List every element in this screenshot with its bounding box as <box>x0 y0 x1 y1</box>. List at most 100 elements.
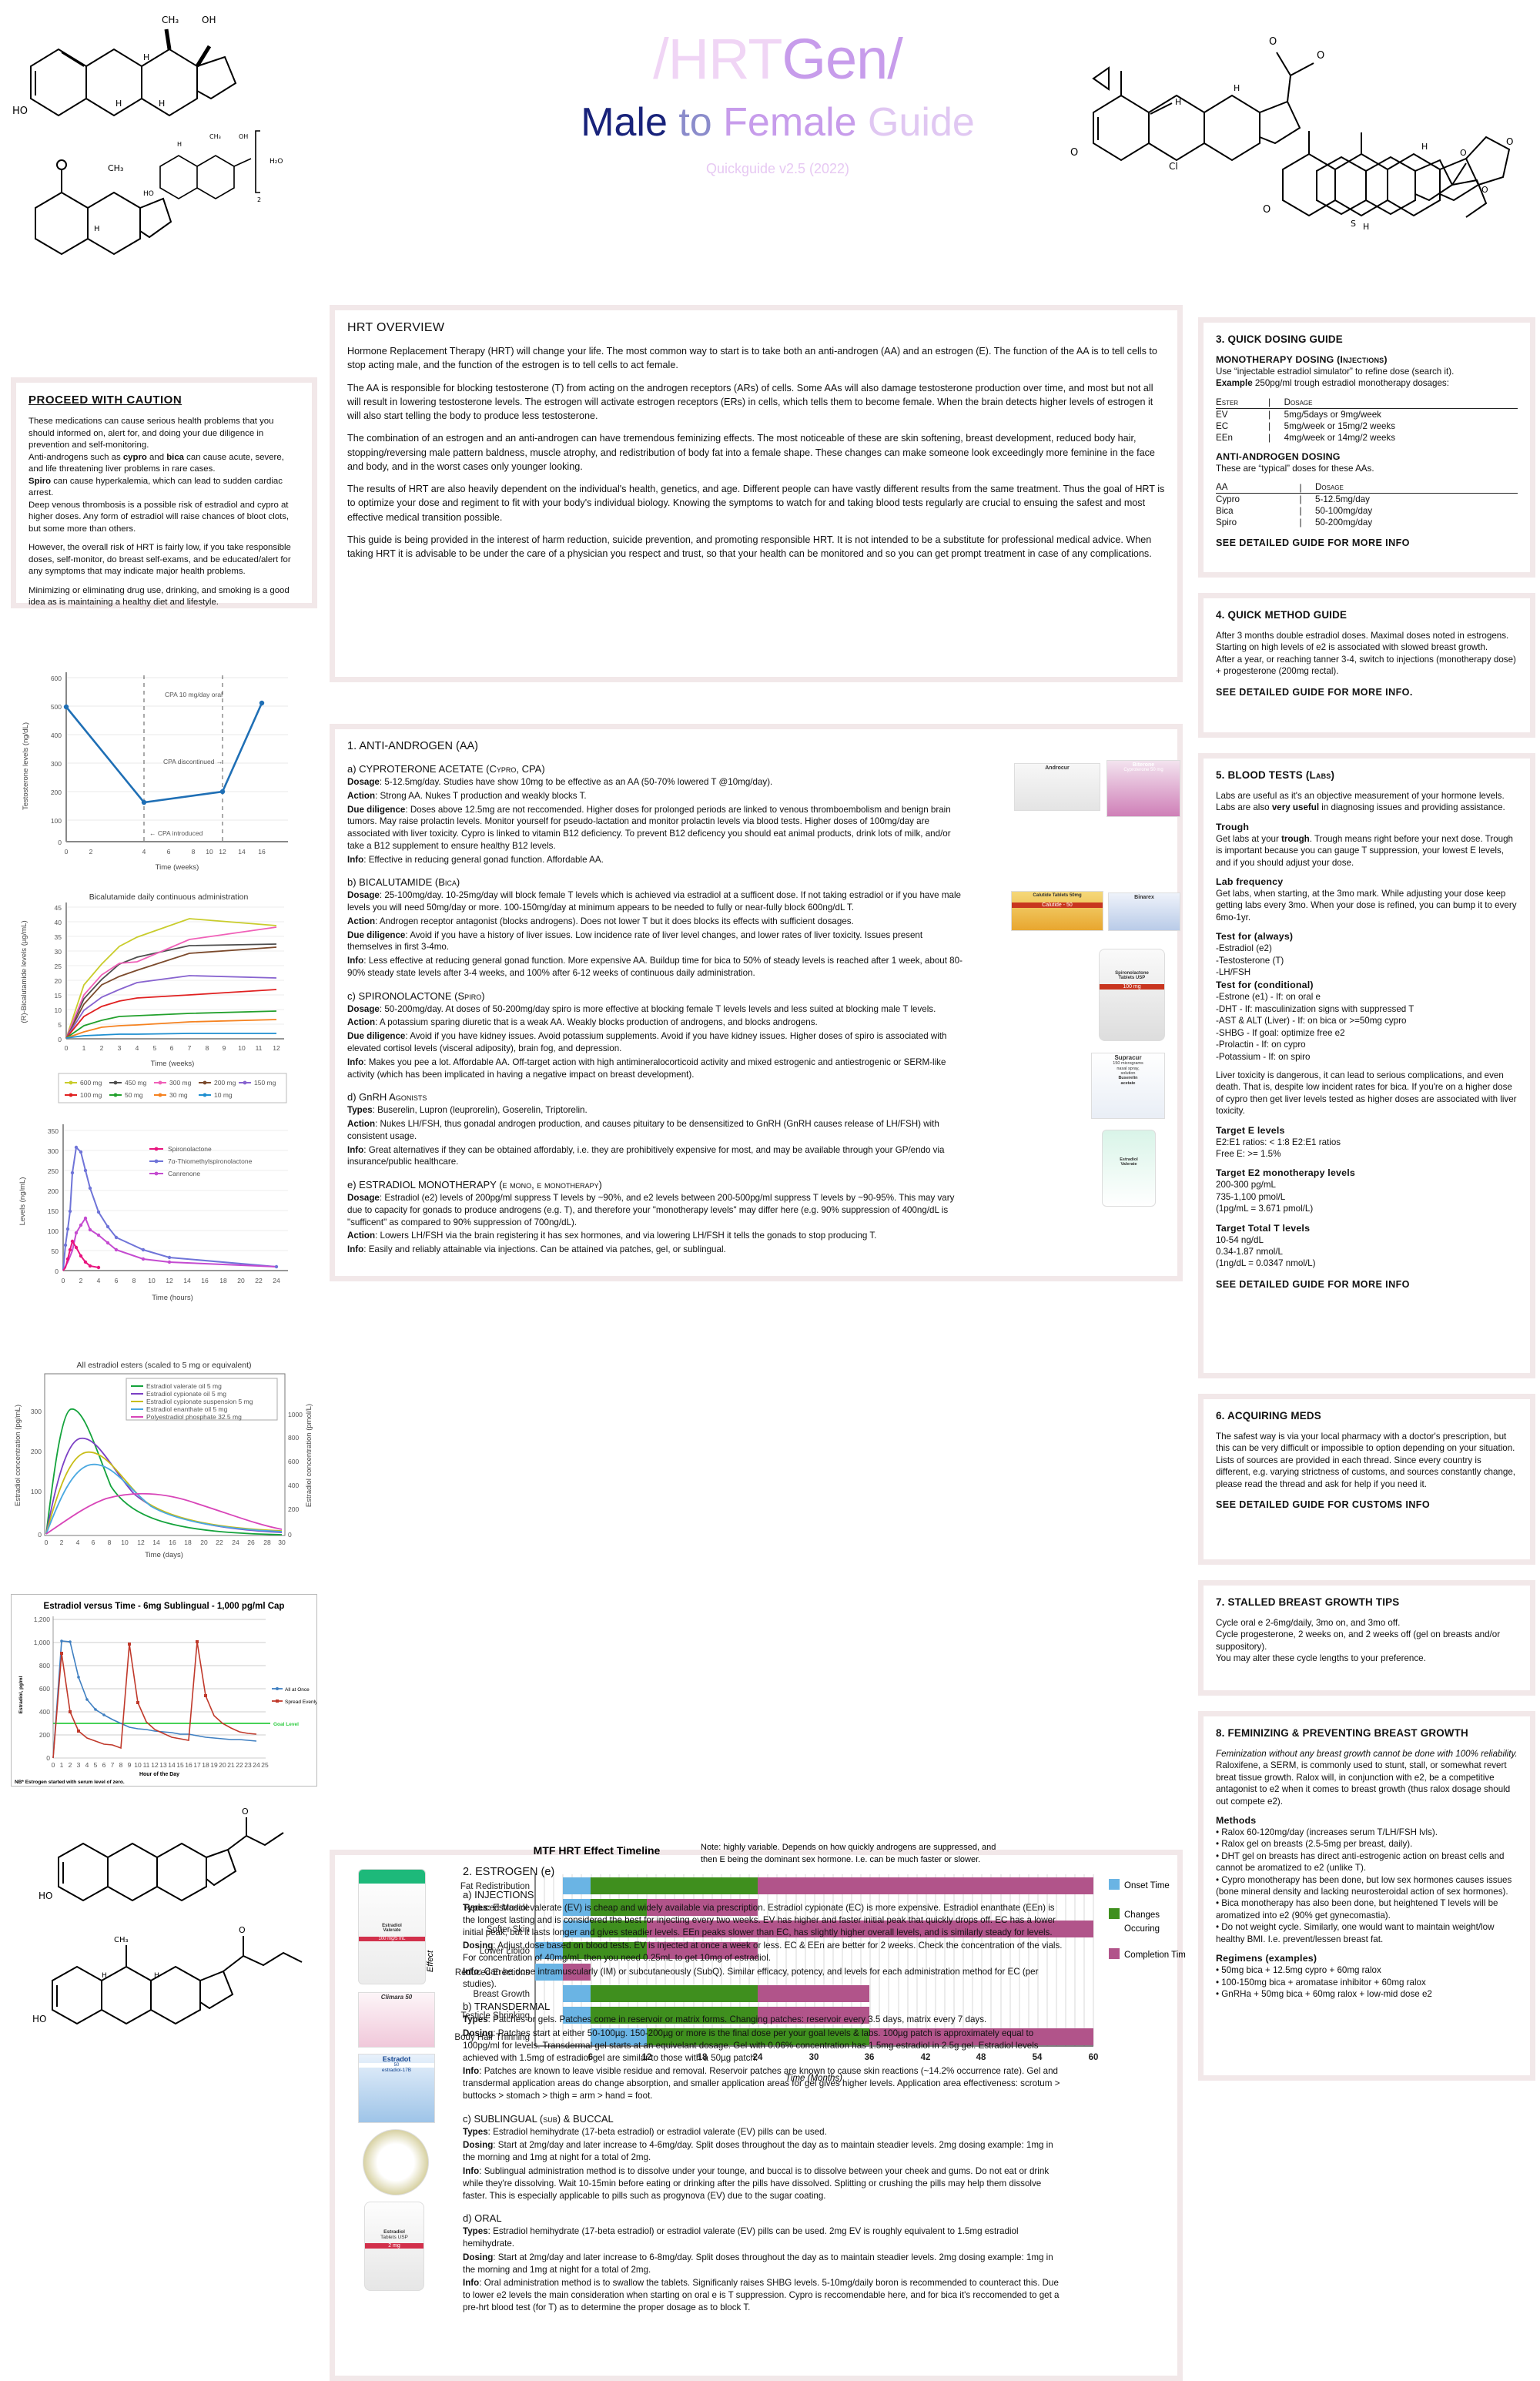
svg-text:24: 24 <box>273 1277 280 1284</box>
svg-text:then E being the dominant sex: then E being the dominant sex hormone. I… <box>701 1855 980 1864</box>
aa-title: 1. ANTI-ANDROGEN (AA) <box>347 740 478 752</box>
svg-text:10: 10 <box>134 1761 142 1769</box>
svg-text:150 mg: 150 mg <box>254 1079 276 1087</box>
svg-text:2: 2 <box>89 848 93 856</box>
svg-text:Lower Libido: Lower Libido <box>480 1947 530 1956</box>
climara-product-image: Climara 50 <box>358 1992 435 2048</box>
e-item-2-heading: c) SUBLINGUAL (sub) & BUCCAL <box>463 2112 614 2125</box>
svg-text:8: 8 <box>108 1539 112 1546</box>
list-item: -Estradiol (e2) <box>1216 943 1272 954</box>
svg-text:Spironolactone: Spironolactone <box>168 1145 212 1153</box>
svg-text:200: 200 <box>31 1448 42 1455</box>
svg-text:800: 800 <box>39 1662 50 1669</box>
svg-text:18: 18 <box>698 2053 708 2062</box>
bilerone-product-image: Biterone Cyproterone 50 mg <box>1106 760 1180 817</box>
svg-text:24: 24 <box>232 1539 239 1546</box>
feminize-p1: Raloxifene, a SERM, is commonly used to … <box>1216 1760 1511 1807</box>
svg-text:OH: OH <box>202 15 216 25</box>
ester-dose-col-head: Dosage <box>1273 397 1518 409</box>
svg-text:2: 2 <box>257 196 261 203</box>
monotherapy-heading: MONOTHERAPY DOSING (Injections) <box>1216 354 1388 365</box>
svg-text:350: 350 <box>48 1127 59 1135</box>
chart-estradiol-sublingual: Estradiol versus Time - 6mg Sublingual -… <box>11 1594 317 1787</box>
svg-text:Estradiol cypionate suspension: Estradiol cypionate suspension 5 mg <box>146 1398 253 1405</box>
svg-text:3: 3 <box>77 1761 81 1769</box>
e-injection-product-image: Estradiol Valerate <box>1102 1130 1156 1207</box>
svg-text:3: 3 <box>118 1044 122 1052</box>
svg-text:Hour of the Day: Hour of the Day <box>139 1772 179 1777</box>
svg-text:7α-Thiomethylspironolactone: 7α-Thiomethylspironolactone <box>168 1157 253 1165</box>
svg-text:All at Once: All at Once <box>285 1687 310 1693</box>
aa-item-3-heading: d) GnRH Agonists <box>347 1091 427 1103</box>
svg-text:200 mg: 200 mg <box>214 1079 236 1087</box>
svg-text:12: 12 <box>642 2053 652 2062</box>
table-row: Bica | 50-100mg/day <box>1216 506 1373 517</box>
svg-text:28: 28 <box>263 1539 271 1546</box>
svg-text:40: 40 <box>55 919 62 926</box>
svg-text:Estradiol enanthate oil 5 mg: Estradiol enanthate oil 5 mg <box>146 1405 228 1413</box>
svg-text:HO: HO <box>143 190 154 198</box>
svg-text:6: 6 <box>92 1539 95 1546</box>
svg-text:4: 4 <box>142 848 146 856</box>
svg-text:8: 8 <box>132 1277 136 1284</box>
svg-text:6: 6 <box>115 1277 119 1284</box>
svg-text:16: 16 <box>258 848 266 856</box>
svg-text:24: 24 <box>753 2053 763 2062</box>
svg-text:0: 0 <box>38 1531 42 1539</box>
regimens-heading: Regimens (examples) <box>1216 1953 1317 1964</box>
page-subtitle: Male to Female Guide <box>493 102 1063 144</box>
aa-3-action: Action: Nukes LH/FSH, thus gonadal andro… <box>347 1119 939 1141</box>
overview-p2: The AA is responsible for blocking testo… <box>347 382 1153 422</box>
title-block: /HRTGen/ Male to Female Guide Quickguide… <box>493 31 1063 177</box>
svg-text:1,000: 1,000 <box>34 1639 51 1646</box>
method-see-more: SEE DETAILED GUIDE FOR MORE INFO. <box>1216 686 1413 698</box>
aa-item-4-heading: e) ESTRADIOL MONOTHERAPY (e mono, e mono… <box>347 1179 602 1191</box>
acquiring-meds-panel: 6. ACQUIRING MEDS The safest way is via … <box>1197 1393 1536 1566</box>
method-p1: After 3 months double estradiol doses. M… <box>1216 631 1509 653</box>
svg-text:0: 0 <box>45 1539 49 1546</box>
svg-text:14: 14 <box>168 1761 176 1769</box>
labs-title: 5. BLOOD TESTS (Labs) <box>1216 769 1335 781</box>
list-item: 735-1,100 pmol/L <box>1216 1191 1286 1202</box>
e-0-info: Info: Can be done intramuscularly (IM) o… <box>463 1966 1039 1989</box>
svg-text:150: 150 <box>48 1207 59 1215</box>
svg-text:18: 18 <box>202 1761 209 1769</box>
table-row: EC | 5mg/week or 15mg/2 weeks <box>1216 420 1395 431</box>
list-item: -LH/FSH <box>1216 967 1251 978</box>
aa-item-2-heading: c) SPIRONOLACTONE (Spiro) <box>347 990 485 1002</box>
methods-heading: Methods <box>1216 1815 1257 1827</box>
hydrate-bracket-molecule-diagram: HO 2 H₂O CH₃ OH H <box>143 130 283 203</box>
svg-text:50: 50 <box>52 1247 59 1255</box>
svg-text:6: 6 <box>588 2053 593 2062</box>
stalled-p2: Cycle progesterone, 2 weeks on, and 2 we… <box>1216 1629 1501 1652</box>
gantt-row-testicle-shrinking <box>563 2007 869 2024</box>
svg-text:6: 6 <box>102 1761 106 1769</box>
svg-text:1000: 1000 <box>288 1411 303 1418</box>
svg-text:Polyestradiol phosphate 32.5 m: Polyestradiol phosphate 32.5 mg <box>146 1413 242 1421</box>
svg-text:HO: HO <box>32 2014 46 2024</box>
svg-text:42: 42 <box>921 2053 931 2062</box>
svg-text:Estradiol, pg/ml: Estradiol, pg/ml <box>18 1676 24 1713</box>
svg-text:12: 12 <box>151 1761 159 1769</box>
test-conditional-heading: Test for (conditional) <box>1216 980 1314 991</box>
svg-text:100: 100 <box>31 1488 42 1495</box>
svg-text:10: 10 <box>55 1006 62 1014</box>
svg-text:10: 10 <box>206 848 213 856</box>
aa-dosage-table: AA | Dosage Cypro | 5-12.5mg/day Bica | 50-100… <box>1216 482 1518 528</box>
aa-1-diligence: Due diligence: Avoid if you have a histo… <box>347 929 923 953</box>
svg-text:9: 9 <box>223 1044 226 1052</box>
e-0-types: Types: Estradiol valerate (EV) is cheap … <box>463 1903 1056 1937</box>
svg-text:450 mg: 450 mg <box>125 1079 147 1087</box>
svg-text:300 mg: 300 mg <box>169 1079 192 1087</box>
svg-text:18: 18 <box>184 1539 192 1546</box>
calutide-product-image: Calutide Tablets 50mg Calutide - 50 <box>1011 891 1103 931</box>
svg-text:300: 300 <box>51 760 62 768</box>
svg-text:MTF HRT Effect Timeline: MTF HRT Effect Timeline <box>534 1844 661 1857</box>
svg-text:21: 21 <box>227 1761 235 1769</box>
subtitle-female: Female <box>723 100 857 145</box>
svg-text:30: 30 <box>809 2053 819 2062</box>
svg-text:54: 54 <box>1033 2053 1043 2062</box>
table-row: Spiro | 50-200mg/day <box>1216 517 1373 528</box>
e-2-types: Types: Estradiol hemihydrate (17-beta es… <box>463 2126 827 2137</box>
